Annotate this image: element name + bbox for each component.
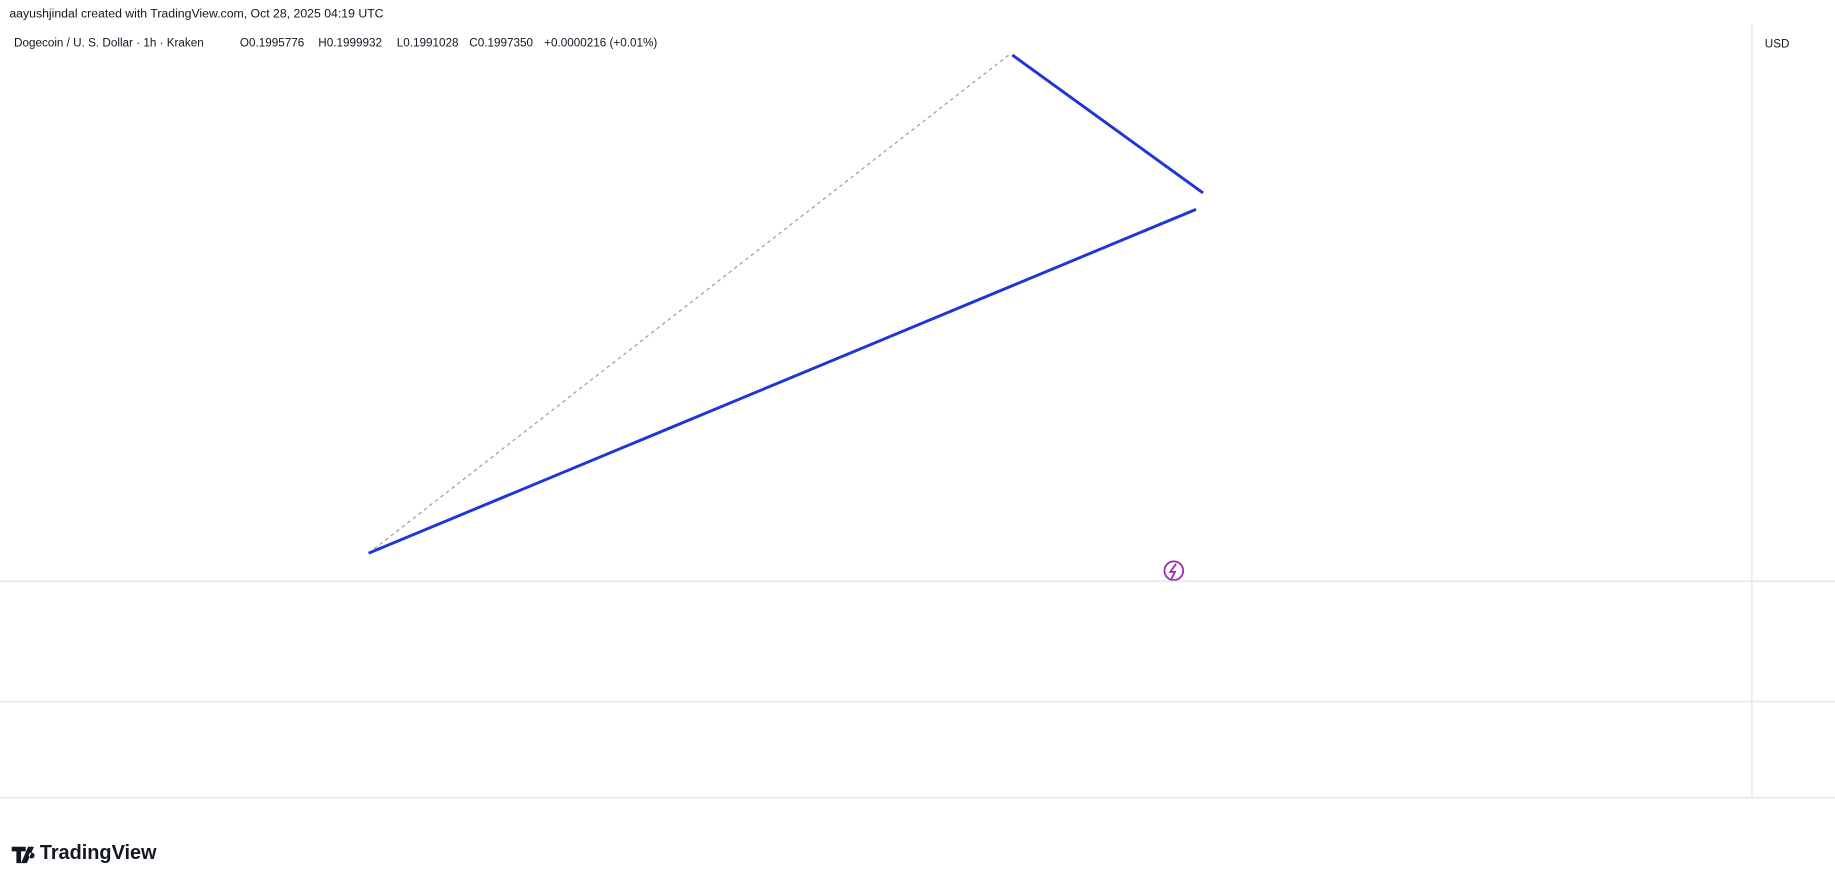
support-trend-line [368, 207, 1197, 555]
credit-text: aayushjindal created with TradingView.co… [9, 6, 383, 20]
close-value: C0.1997350 [469, 36, 533, 49]
open-value: O0.1995776 [240, 36, 304, 49]
symbol-legend[interactable]: Dogecoin / U. S. Dollar · 1h · Kraken [14, 36, 204, 49]
currency-label[interactable]: USD [1765, 38, 1790, 51]
low-value: L0.1991028 [397, 36, 459, 49]
brand-logo [11, 846, 35, 864]
change-value: +0.0000216 (+0.01%) [544, 36, 657, 49]
fib-trend-line [368, 54, 1010, 554]
resistance-trend-line [1011, 53, 1204, 195]
label-layer: aayushjindal created with TradingView.co… [9, 6, 1789, 864]
overlay-layer [368, 53, 1204, 581]
brand-name[interactable]: TradingView [40, 842, 157, 864]
event-icon[interactable] [1163, 560, 1185, 581]
event-icon-bolt [1168, 563, 1177, 580]
high-value: H0.1999932 [318, 36, 382, 49]
